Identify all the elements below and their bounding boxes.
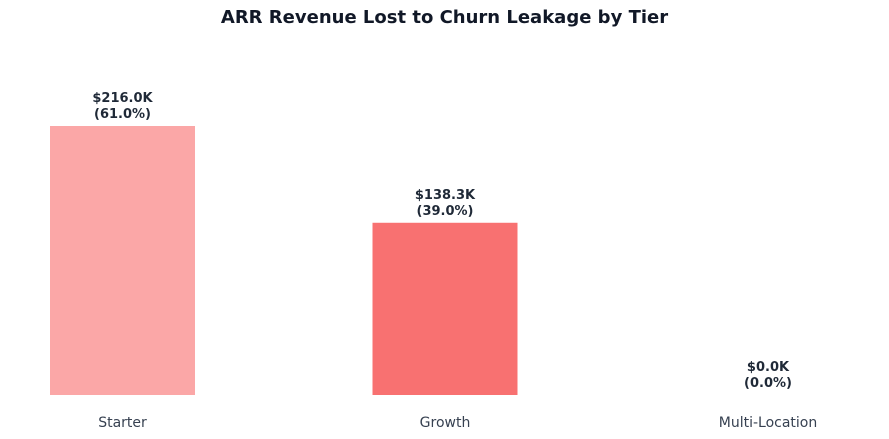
value-label: $138.3K: [415, 188, 476, 203]
value-label: $0.0K: [747, 360, 790, 375]
percent-label: (39.0%): [417, 204, 474, 219]
x-tick-label: Starter: [98, 415, 147, 431]
value-label: $216.0K: [92, 91, 153, 106]
x-tick-label: Multi-Location: [719, 415, 818, 431]
bar-starter: [50, 126, 195, 395]
x-tick-label: Growth: [420, 415, 471, 431]
bar-growth: [372, 222, 518, 395]
chart-title: ARR Revenue Lost to Churn Leakage by Tie…: [220, 7, 669, 28]
percent-label: (61.0%): [94, 107, 151, 122]
percent-label: (0.0%): [744, 376, 792, 391]
